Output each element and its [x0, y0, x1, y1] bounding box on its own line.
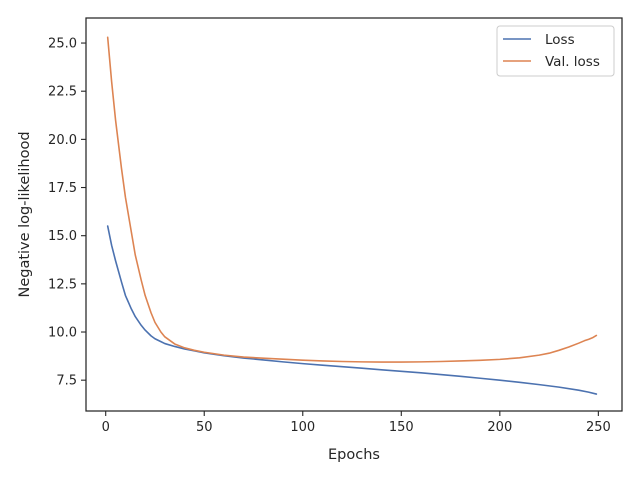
x-tick-label: 200 — [487, 420, 512, 435]
y-tick-label: 12.5 — [48, 277, 77, 292]
x-tick-label: 150 — [389, 420, 414, 435]
y-tick-label: 7.5 — [56, 374, 77, 389]
y-tick-label: 10.0 — [48, 326, 77, 341]
y-axis-label: Negative log-likelihood — [17, 131, 33, 297]
x-tick-label: 50 — [196, 420, 213, 435]
plot-frame — [85, 17, 623, 412]
series-line-0 — [106, 225, 598, 395]
y-tick-label: 22.5 — [48, 85, 77, 100]
x-tick-label: 0 — [102, 420, 110, 435]
legend-label: Loss — [545, 32, 575, 48]
series-layer — [106, 36, 598, 395]
x-tick-label: 100 — [290, 420, 315, 435]
series-line-1 — [106, 36, 598, 363]
y-tick-label: 15.0 — [48, 229, 77, 244]
y-tick-label: 25.0 — [48, 37, 77, 52]
x-axis: 0 50 100 150 200 250 — [102, 411, 611, 435]
y-axis: 7.5 10.0 12.5 15.0 17.5 20.0 22.5 25.0 — [48, 37, 86, 389]
x-tick-label: 250 — [586, 420, 611, 435]
y-tick-label: 20.0 — [48, 133, 77, 148]
legend: Loss Val. loss — [496, 25, 615, 77]
y-tick-label: 17.5 — [48, 181, 77, 196]
x-axis-label: Epochs — [328, 447, 380, 463]
legend-label: Val. loss — [545, 54, 600, 70]
